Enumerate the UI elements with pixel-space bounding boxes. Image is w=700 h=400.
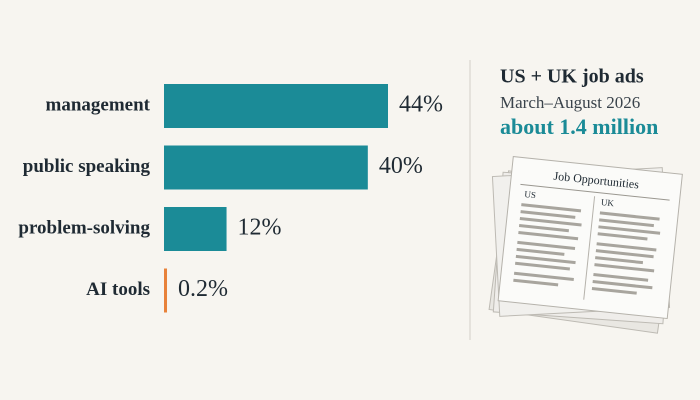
- value-label: 12%: [238, 215, 282, 241]
- paper-column: US: [524, 189, 536, 200]
- bar: [164, 145, 368, 190]
- chart-title: US + UK job ads: [500, 66, 644, 88]
- bar: [164, 84, 388, 128]
- rule: [520, 183, 670, 201]
- annotation: about 1.4 million: [500, 114, 658, 139]
- paper-column: UK: [601, 197, 615, 208]
- value-label: 40%: [379, 153, 423, 179]
- category-label: AI tools: [86, 279, 150, 300]
- chart-subtitle: March–August 2026: [500, 93, 640, 112]
- category-label: public speaking: [23, 156, 151, 177]
- newspaper-illustration: Job Opportunities US UK: [488, 155, 683, 334]
- bar: [164, 207, 227, 251]
- text-lines: [513, 203, 661, 295]
- value-label: 44%: [399, 92, 443, 118]
- bar: [164, 268, 168, 313]
- rule: [583, 196, 596, 300]
- category-label: problem-solving: [18, 217, 150, 238]
- value-label: 0.2%: [178, 276, 228, 302]
- category-label: management: [46, 94, 151, 115]
